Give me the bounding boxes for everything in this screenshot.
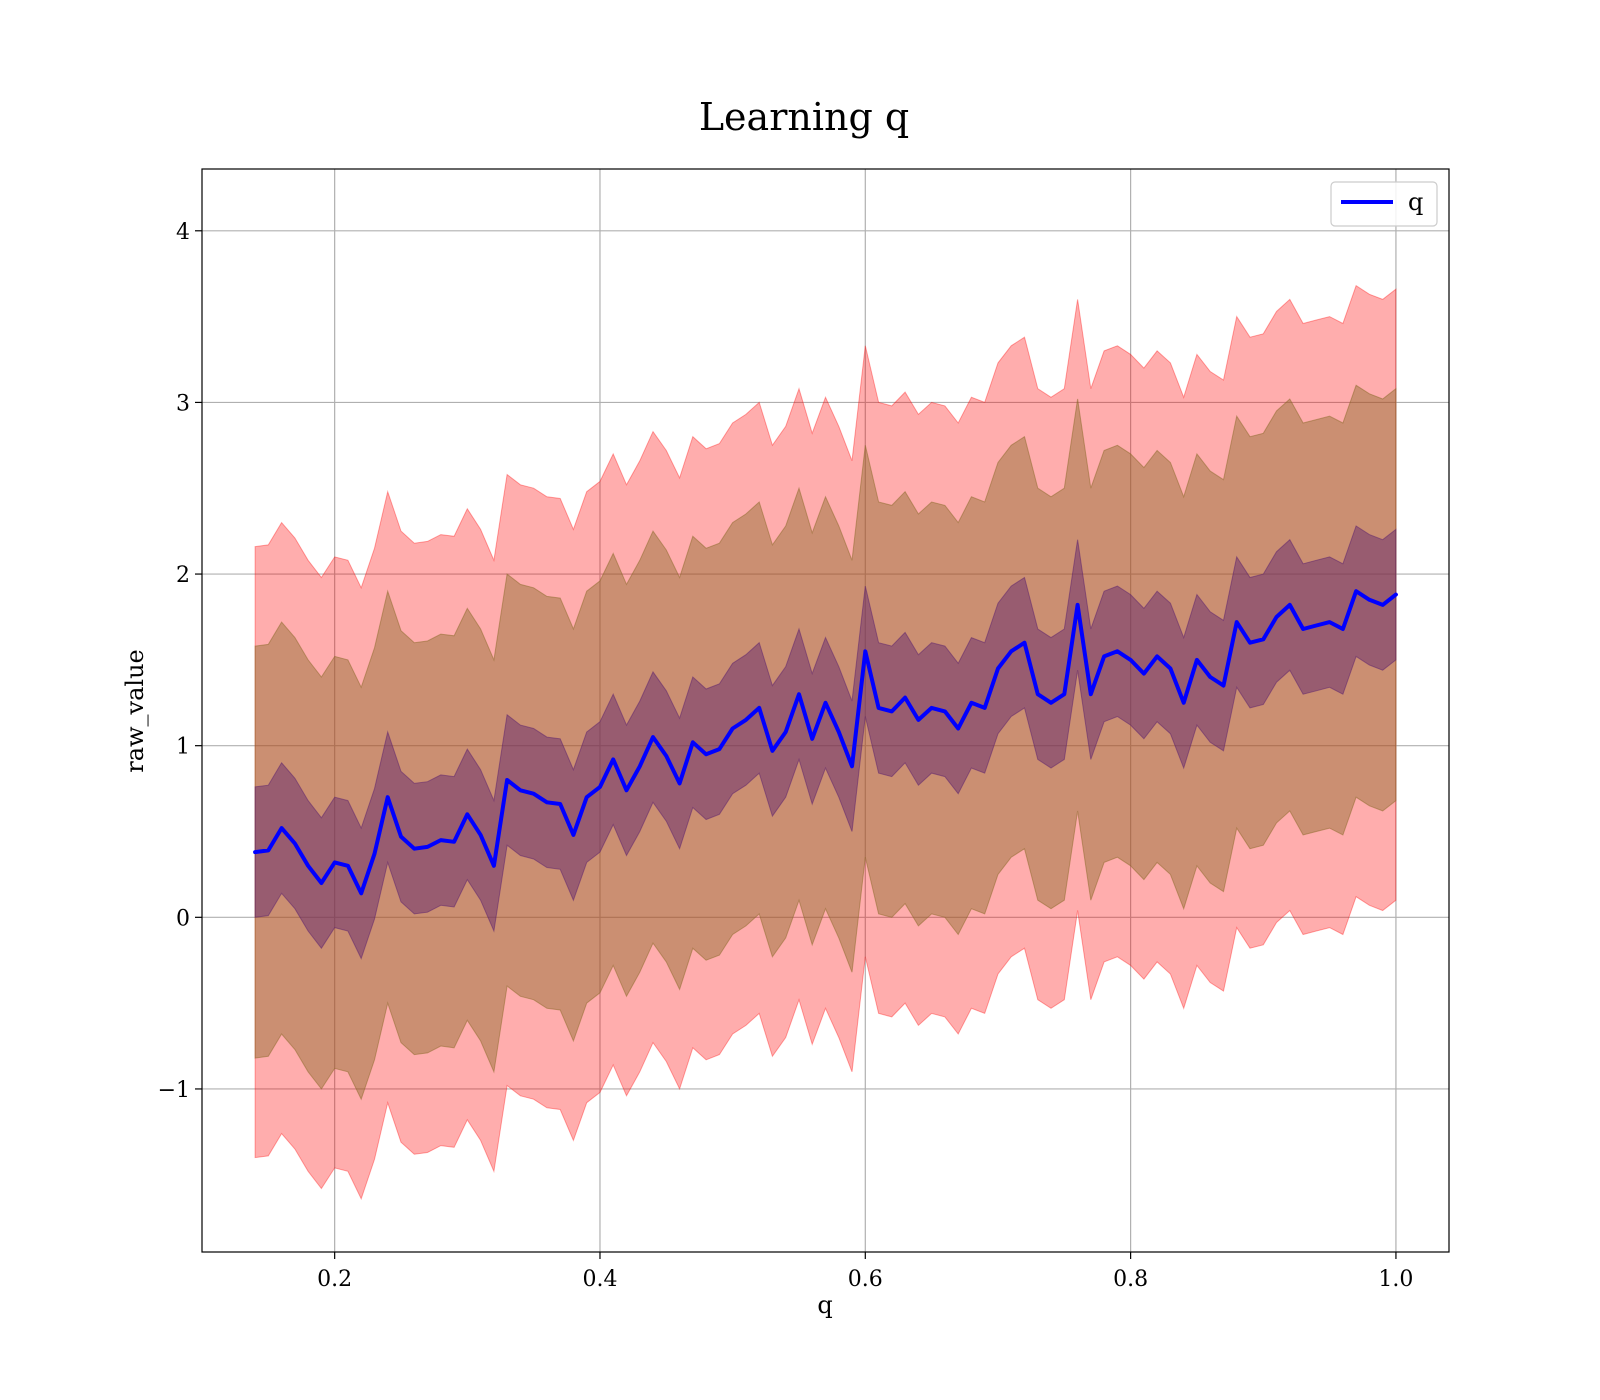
x-tick-label: 0.4 xyxy=(582,1267,617,1292)
y-tick-label: 2 xyxy=(176,563,190,588)
x-axis-ticks: 0.2 0.4 0.6 0.8 1.0 xyxy=(317,1252,1413,1292)
x-tick-label: 0.6 xyxy=(848,1267,883,1292)
y-tick-label: 1 xyxy=(176,735,190,760)
series-lines xyxy=(253,589,1398,896)
legend-label-q: q xyxy=(1408,188,1423,216)
band-middle xyxy=(254,384,1397,1101)
band-inner xyxy=(254,525,1397,960)
y-axis-ticks: −1 0 1 2 3 4 xyxy=(158,220,202,1103)
plot-frame xyxy=(201,168,1450,1253)
chart-title: Learning q xyxy=(699,95,909,139)
y-tick-label: 0 xyxy=(176,906,190,931)
band-outer xyxy=(254,284,1397,1201)
x-tick-label: 1.0 xyxy=(1378,1267,1413,1292)
x-tick-label: 0.8 xyxy=(1113,1267,1148,1292)
uncertainty-bands xyxy=(254,284,1397,1201)
x-axis-label: q xyxy=(817,1291,832,1319)
grid xyxy=(202,169,1449,1252)
x-tick-label: 0.2 xyxy=(317,1267,352,1292)
y-axis-label: raw_value xyxy=(121,649,149,773)
legend: q xyxy=(1330,181,1438,227)
y-tick-label: 4 xyxy=(176,220,190,245)
y-tick-label: −1 xyxy=(158,1078,190,1103)
y-tick-label: 3 xyxy=(176,391,190,416)
series-q-line xyxy=(253,589,1398,896)
